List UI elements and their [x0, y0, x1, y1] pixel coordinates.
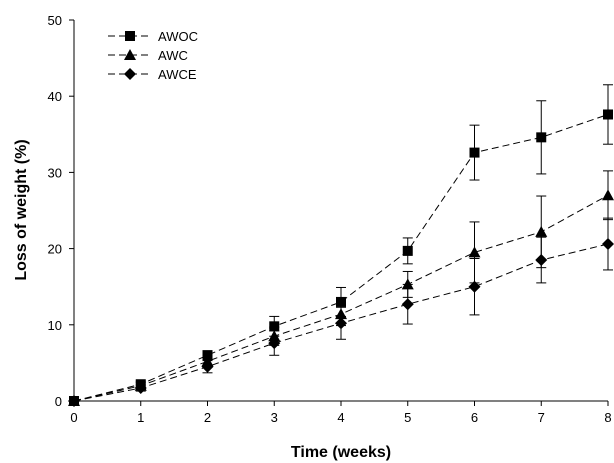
data-point-awce [68, 395, 80, 407]
y-tick-label: 40 [48, 89, 62, 104]
data-point-awce [201, 360, 214, 373]
data-point-awc [535, 225, 548, 237]
legend-marker-awce [124, 68, 136, 80]
x-tick-label: 8 [604, 410, 611, 425]
x-tick-label: 7 [538, 410, 545, 425]
data-point-awce [602, 238, 614, 251]
legend-label-awc: AWC [158, 48, 188, 63]
data-point-awoc [336, 296, 346, 307]
data-point-awce [535, 254, 548, 267]
data-point-awce [335, 317, 347, 330]
data-point-awoc [202, 350, 213, 361]
legend-marker-awoc [125, 31, 135, 41]
y-tick-label: 50 [48, 13, 62, 28]
data-point-awce [401, 298, 414, 311]
data-point-awoc [603, 109, 613, 120]
x-tick-label: 4 [337, 410, 344, 425]
data-point-awce [268, 337, 281, 350]
data-point-awc [602, 189, 614, 201]
x-axis-title: Time (weeks) [291, 444, 391, 461]
data-point-awce [468, 280, 481, 293]
data-point-awoc [536, 132, 547, 143]
data-point-awoc [402, 245, 413, 256]
series-line-awoc [73, 114, 609, 402]
y-axis-title: Loss of weight (%) [13, 139, 30, 280]
x-tick-label: 3 [271, 410, 278, 425]
y-tick-label: 30 [48, 165, 62, 180]
legend: AWOC AWC AWCE [108, 29, 198, 82]
y-tick-label: 10 [48, 318, 62, 333]
x-tick-label: 5 [404, 410, 411, 425]
y-tick-label: 20 [48, 242, 62, 257]
legend-label-awce: AWCE [158, 67, 197, 82]
data-point-awce [134, 382, 147, 395]
data-point-awc [468, 246, 481, 258]
x-tick-label: 0 [70, 410, 77, 425]
x-tick-label: 2 [204, 410, 211, 425]
y-tick-label: 0 [55, 394, 62, 409]
data-point-awoc [469, 147, 480, 158]
legend-marker-awc [124, 49, 136, 60]
x-tick-label: 6 [471, 410, 478, 425]
legend-label-awoc: AWOC [158, 29, 198, 44]
x-tick-label: 1 [137, 410, 144, 425]
data-point-awoc [269, 321, 280, 332]
plot-area: 0 1 2 3 4 5 6 7 8 0 10 20 30 40 50 [48, 13, 614, 425]
